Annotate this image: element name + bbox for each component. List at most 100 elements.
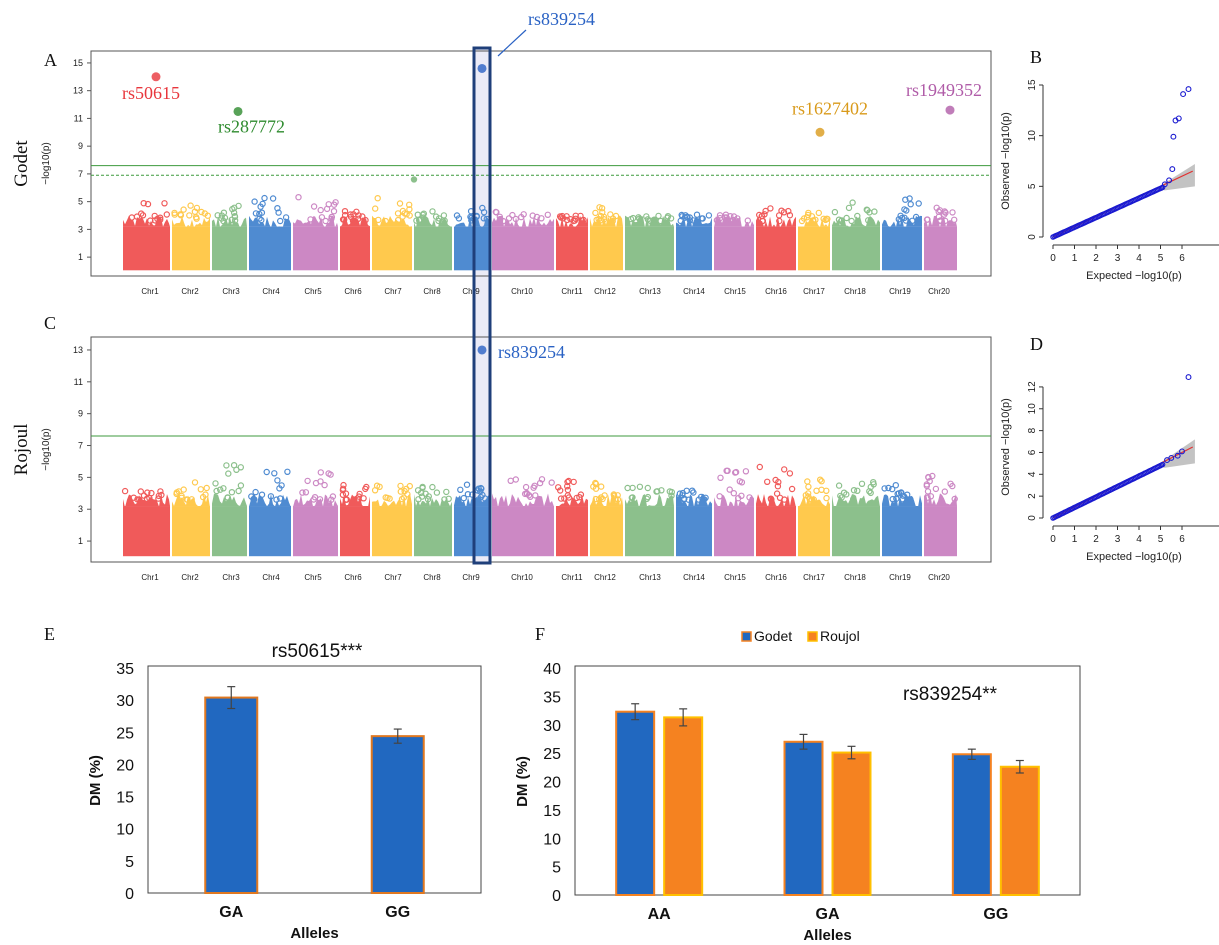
y-axis-label: −log10(p) — [41, 428, 52, 471]
snp-point — [867, 489, 874, 497]
qq-point — [1159, 461, 1166, 468]
snp-point — [161, 200, 168, 207]
snp-point — [512, 215, 520, 223]
point-band — [625, 506, 674, 557]
chromosome-cluster-chr18 — [831, 199, 880, 271]
snp-point — [231, 213, 239, 221]
snp-point — [121, 487, 129, 495]
snp-point — [274, 477, 281, 484]
snp-point — [756, 463, 764, 471]
snp-point — [815, 209, 823, 217]
snp-point — [193, 204, 201, 212]
snp-point — [746, 494, 753, 501]
point-band — [454, 226, 490, 271]
snp-point — [382, 217, 389, 225]
snp-point — [788, 485, 796, 493]
point-band — [798, 506, 830, 557]
snp-point — [180, 486, 187, 493]
chromosome-cluster-chr6 — [339, 207, 370, 271]
snp-point — [636, 483, 644, 490]
snp-point — [898, 489, 905, 497]
panel-letter-d: D — [1030, 334, 1043, 354]
point-band-edge — [340, 494, 370, 508]
point-band-edge — [714, 494, 754, 508]
snp-point — [144, 200, 152, 208]
snp-point — [758, 212, 766, 220]
snp-point — [559, 212, 566, 220]
x-tick-label: Chr15 — [724, 287, 746, 296]
x-tick-label: Chr1 — [141, 287, 159, 296]
x-tick-label: Chr6 — [344, 287, 362, 296]
snp-point — [805, 483, 812, 490]
snp-point — [772, 476, 779, 484]
snp-point — [158, 491, 165, 499]
snp-point — [531, 482, 538, 489]
point-band — [625, 226, 674, 271]
snp-point — [906, 195, 913, 202]
chromosome-cluster-chr19 — [881, 482, 922, 557]
x-axis-label: Alleles — [803, 927, 851, 944]
snp-point — [507, 477, 514, 484]
snp-point — [355, 215, 362, 222]
qq-point — [1174, 452, 1181, 459]
snp-point — [924, 488, 932, 495]
x-tick-label: Chr17 — [803, 287, 825, 296]
qq-point — [1170, 133, 1177, 140]
snp-point — [372, 205, 379, 212]
row-label: Rojoul — [11, 424, 32, 476]
snp-point — [415, 496, 422, 503]
point-band — [756, 226, 796, 271]
chromosome-cluster-chr4 — [248, 468, 291, 557]
snp-point — [341, 211, 349, 219]
point-band — [340, 506, 370, 557]
snp-point — [651, 216, 658, 223]
snp-point — [774, 483, 782, 490]
y-tick-label: 11 — [74, 113, 83, 123]
snp-point — [355, 496, 362, 503]
qq-point — [1175, 115, 1182, 122]
snp-point — [609, 217, 616, 225]
snp-point — [835, 482, 843, 489]
snp-point — [429, 483, 436, 491]
y-tick-label: 1 — [78, 252, 83, 262]
snp-point — [318, 214, 326, 221]
snp-point — [818, 486, 825, 493]
y-tick-label: 30 — [116, 693, 134, 710]
x-tick-label: Chr20 — [928, 573, 950, 582]
snp-point — [304, 477, 311, 485]
point-band — [676, 226, 712, 271]
point-band-edge — [756, 216, 796, 228]
point-band-edge — [172, 494, 210, 508]
snp-point — [742, 468, 750, 475]
snp-point — [419, 483, 426, 491]
x-tick-label: 3 — [1115, 253, 1121, 264]
qq-point — [1185, 86, 1192, 93]
snp-point — [173, 490, 180, 498]
snp-point — [187, 202, 194, 209]
point-band-edge — [172, 216, 210, 228]
snp-point — [441, 496, 448, 503]
snp-point — [925, 473, 932, 481]
x-tick-label: Chr13 — [639, 573, 661, 582]
snp-point — [655, 212, 662, 220]
y-tick-label: 40 — [543, 661, 561, 678]
row-label: Godet — [11, 140, 32, 187]
y-tick-label: 5 — [125, 854, 134, 871]
snp-point — [786, 211, 794, 219]
x-tick-label: Chr10 — [511, 287, 533, 296]
snp-point — [212, 480, 219, 487]
snp-point — [414, 487, 422, 494]
x-tick-label: 3 — [1115, 534, 1121, 545]
snp-point — [941, 488, 949, 495]
point-band — [676, 506, 712, 557]
snp-label: rs50615 — [122, 83, 180, 103]
snp-point — [274, 204, 281, 212]
chromosome-cluster-chr14 — [676, 487, 712, 557]
point-band-edge — [454, 494, 490, 508]
snp-point — [705, 212, 713, 219]
snp-point — [735, 495, 742, 502]
snp-point — [854, 487, 861, 494]
snp-point — [818, 478, 825, 485]
snp-point — [213, 487, 220, 495]
snp-point — [843, 491, 850, 498]
